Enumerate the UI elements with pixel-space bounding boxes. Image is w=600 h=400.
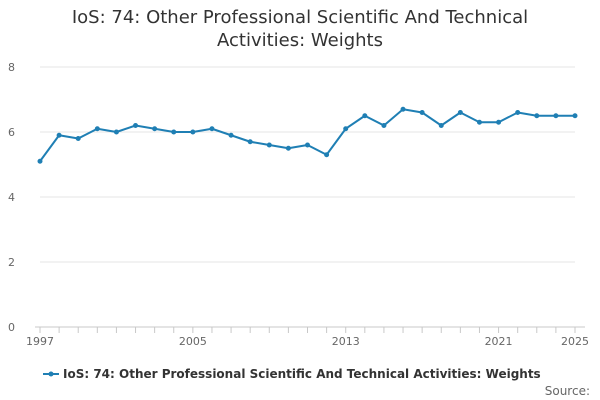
data-point[interactable] bbox=[113, 129, 119, 135]
data-point[interactable] bbox=[75, 136, 81, 141]
y-tick-label: 4 bbox=[8, 191, 15, 204]
data-point[interactable] bbox=[171, 129, 177, 135]
data-point[interactable] bbox=[324, 152, 330, 158]
legend-marker-symbol bbox=[48, 371, 54, 377]
legend-label[interactable]: IoS: 74: Other Professional Scientific A… bbox=[63, 367, 541, 381]
data-point[interactable] bbox=[94, 126, 100, 132]
y-tick-label: 2 bbox=[8, 256, 15, 269]
data-point[interactable] bbox=[496, 119, 502, 125]
data-point[interactable] bbox=[37, 158, 43, 164]
y-tick-label: 6 bbox=[8, 126, 15, 139]
grid-layer bbox=[40, 66, 575, 263]
data-point[interactable] bbox=[266, 142, 272, 148]
data-point[interactable] bbox=[56, 132, 62, 138]
axis-layer: 0 2 4 6 8 1997 2005 2013 2021 2025 bbox=[8, 61, 589, 348]
data-point[interactable] bbox=[438, 123, 444, 128]
x-tick-label: 2025 bbox=[561, 335, 589, 348]
data-point[interactable] bbox=[400, 106, 406, 112]
data-point[interactable] bbox=[228, 132, 234, 138]
data-point[interactable] bbox=[343, 126, 349, 132]
data-point[interactable] bbox=[515, 110, 521, 115]
series-layer bbox=[37, 106, 578, 164]
x-tick-label: 1997 bbox=[26, 335, 54, 348]
y-tick-label: 0 bbox=[8, 321, 15, 334]
y-tick-label: 8 bbox=[8, 61, 15, 74]
x-tick-label: 2021 bbox=[485, 335, 513, 348]
data-point[interactable] bbox=[209, 126, 215, 132]
data-point[interactable] bbox=[190, 129, 196, 135]
data-point[interactable] bbox=[572, 113, 578, 119]
series-line[interactable] bbox=[39, 108, 576, 163]
data-point[interactable] bbox=[553, 113, 559, 119]
data-point[interactable] bbox=[476, 119, 482, 125]
chart-title: IoS: 74: Other Professional Scientific A… bbox=[71, 7, 529, 51]
source-label: Source: bbox=[544, 384, 590, 398]
data-point[interactable] bbox=[419, 110, 425, 115]
data-point[interactable] bbox=[305, 142, 310, 148]
legend[interactable]: IoS: 74: Other Professional Scientific A… bbox=[43, 367, 541, 381]
data-point[interactable] bbox=[362, 113, 368, 119]
data-point[interactable] bbox=[457, 110, 463, 115]
data-point[interactable] bbox=[381, 123, 387, 128]
data-point[interactable] bbox=[285, 145, 291, 151]
data-point[interactable] bbox=[152, 126, 158, 132]
data-point[interactable] bbox=[247, 139, 253, 145]
x-tick-label: 2013 bbox=[332, 335, 360, 348]
data-point[interactable] bbox=[133, 123, 139, 128]
x-tick-label: 2005 bbox=[179, 335, 207, 348]
data-point[interactable] bbox=[534, 113, 540, 119]
